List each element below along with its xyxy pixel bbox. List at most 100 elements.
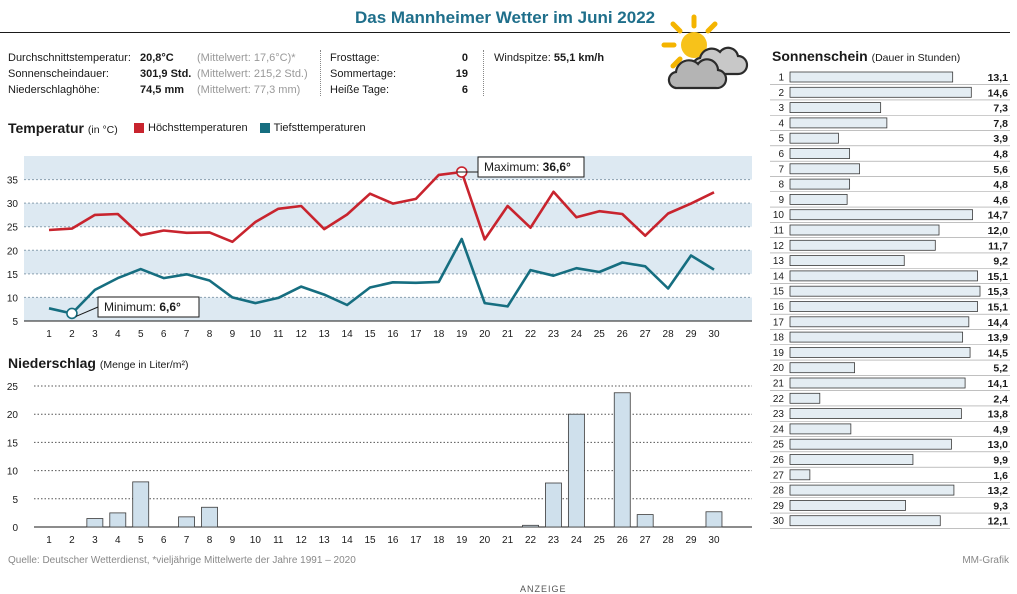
sunshine-bar xyxy=(789,132,839,144)
sunshine-day-label: 26 xyxy=(773,455,785,466)
x-tick-label: 30 xyxy=(708,329,720,340)
x-tick-label: 14 xyxy=(342,329,354,340)
x-tick-label: 1 xyxy=(46,535,52,546)
precipitation-bar xyxy=(636,514,654,528)
x-tick-label: 21 xyxy=(502,329,514,340)
sunshine-day-label: 25 xyxy=(773,440,785,451)
sunshine-bar xyxy=(789,301,978,312)
precipitation-unit: (Menge in Liter/m²) xyxy=(99,359,189,371)
sunshine-value-label: 13,1 xyxy=(988,72,1009,84)
sunshine-day-label: 29 xyxy=(773,501,785,512)
sunshine-heading-text: Sonnenschein xyxy=(772,48,868,64)
sunshine-bar xyxy=(789,224,940,236)
stat-average: (Mittelwert: 17,6°C)* xyxy=(197,52,296,64)
sunshine-bar xyxy=(789,392,821,404)
x-tick-label: 18 xyxy=(433,535,445,546)
sun-behind-cloud-icon xyxy=(661,14,749,90)
sunshine-day-label: 23 xyxy=(773,409,785,420)
precipitation-bar xyxy=(545,482,562,528)
stat-row-precipitation: Niederschlaghöhe: 74,5 mm (Mittelwert: 77,… xyxy=(8,82,308,98)
sunshine-day-label: 21 xyxy=(773,379,785,390)
precipitation-bar xyxy=(567,413,585,528)
x-tick-label: 10 xyxy=(250,329,262,340)
y-tick-label: 10 xyxy=(7,293,19,304)
x-tick-label: 17 xyxy=(410,535,422,546)
sunshine-value-label: 2,4 xyxy=(993,393,1008,405)
precipitation-bar xyxy=(613,392,631,528)
stat-row-temperature: Durchschnittstemperatur: 20,8°C (Mittelwer… xyxy=(8,50,308,66)
sunshine-value-label: 11,7 xyxy=(988,240,1008,252)
stat-value: 55,1 km/h xyxy=(553,52,605,64)
sunshine-bar xyxy=(789,148,851,159)
x-tick-label: 24 xyxy=(571,535,583,546)
x-tick-label: 8 xyxy=(207,329,213,340)
sunshine-bar xyxy=(789,377,966,389)
x-tick-label: 6 xyxy=(161,535,167,546)
x-tick-label: 15 xyxy=(364,329,376,340)
sunshine-value-label: 13,2 xyxy=(988,485,1009,497)
precipitation-bar xyxy=(178,516,195,528)
x-tick-label: 16 xyxy=(387,329,399,340)
sunshine-day-label: 24 xyxy=(773,424,785,435)
temperature-unit: (in °C) xyxy=(87,124,118,136)
sunshine-day-label: 10 xyxy=(773,210,785,221)
stats-divider xyxy=(320,50,321,96)
stat-row-wind: Windspitze: 55,1 km/h xyxy=(494,50,604,66)
sunshine-value-label: 1,6 xyxy=(993,470,1008,482)
x-tick-label: 27 xyxy=(640,535,652,546)
sunshine-day-label: 9 xyxy=(778,195,784,206)
sunshine-bar xyxy=(789,316,970,328)
minimum-value: 6,6° xyxy=(159,300,181,314)
sunshine-heading: Sonnenschein (Dauer in Stunden) xyxy=(772,48,960,64)
legend-label-high: Höchsttemperaturen xyxy=(148,122,248,134)
sunshine-value-label: 13,8 xyxy=(988,409,1009,421)
grid-band xyxy=(24,250,752,274)
x-tick-label: 20 xyxy=(479,535,491,546)
sunshine-value-label: 5,6 xyxy=(993,164,1008,176)
sunshine-bar xyxy=(789,270,978,282)
maximum-label: Maximum: 36,6° xyxy=(484,160,571,174)
precipitation-bar xyxy=(86,518,104,528)
sunshine-value-label: 14,6 xyxy=(988,87,1009,99)
stat-row-sunshine: Sonnenscheindauer: 301,9 Std. (Mittelwert:… xyxy=(8,66,308,82)
x-tick-label: 5 xyxy=(138,535,144,546)
x-tick-label: 25 xyxy=(594,329,606,340)
x-tick-label: 12 xyxy=(296,329,308,340)
x-tick-label: 23 xyxy=(548,329,560,340)
precipitation-bar xyxy=(522,524,539,528)
sunshine-bar xyxy=(789,102,882,113)
sunshine-day-label: 28 xyxy=(773,486,785,497)
temperature-heading-text: Temperatur xyxy=(8,120,84,136)
stats-divider xyxy=(483,50,484,96)
sunshine-bar xyxy=(789,239,936,251)
x-tick-label: 1 xyxy=(46,329,52,340)
sunshine-bar xyxy=(789,285,981,297)
x-tick-label: 3 xyxy=(92,535,98,546)
y-tick-label: 5 xyxy=(12,317,18,328)
stats-column-averages: Durchschnittstemperatur: 20,8°C (Mittelwer… xyxy=(8,50,308,98)
stat-value: 6 xyxy=(461,84,468,96)
sunshine-day-label: 30 xyxy=(773,516,785,527)
y-tick-label: 15 xyxy=(7,438,19,449)
sunshine-day-label: 8 xyxy=(778,180,784,191)
stat-value: 301,9 Std. xyxy=(140,68,192,80)
y-tick-label: 25 xyxy=(7,382,19,393)
sunshine-bar xyxy=(789,178,851,190)
x-tick-label: 2 xyxy=(69,535,75,546)
x-tick-label: 10 xyxy=(250,535,262,546)
sunshine-value-label: 15,3 xyxy=(988,286,1009,298)
sunshine-value-label: 3,9 xyxy=(993,133,1008,145)
stat-label: Durchschnittstemperatur: xyxy=(8,52,131,64)
legend-swatch-high xyxy=(134,123,144,133)
stat-row-hot: Heiße Tage: 6 xyxy=(330,82,468,98)
precipitation-bar xyxy=(201,506,218,528)
sunshine-day-label: 16 xyxy=(773,302,785,313)
sunshine-bar xyxy=(789,484,955,496)
x-tick-label: 29 xyxy=(685,535,697,546)
x-tick-label: 20 xyxy=(479,329,491,340)
x-tick-label: 7 xyxy=(184,535,190,546)
x-tick-label: 7 xyxy=(184,329,190,340)
sunshine-bar xyxy=(789,86,972,98)
x-tick-label: 25 xyxy=(594,535,606,546)
